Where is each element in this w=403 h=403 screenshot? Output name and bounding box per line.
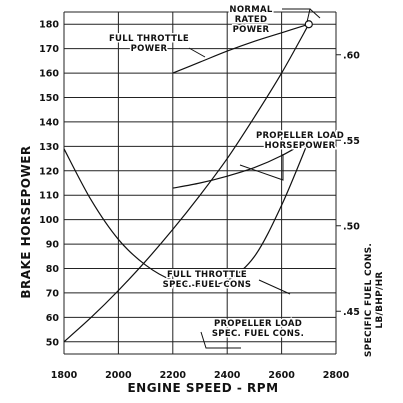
y-tick-label: 130 (39, 142, 59, 153)
propeller-load-sfc-leader (200, 331, 241, 349)
rated-power-marker (304, 20, 313, 29)
full-throttle-sfc-label: SPEC. FUEL CONS (163, 280, 252, 290)
x-tick-label: 2600 (268, 370, 295, 381)
y-tick-label: 60 (46, 313, 60, 324)
y-tick-label: 80 (46, 264, 60, 275)
y2-axis-title-line2: LB/BHP/HR (375, 271, 385, 328)
annotation-leaders (188, 8, 321, 349)
y-tick-label: 120 (39, 166, 59, 177)
propeller-load-hp-label: HORSEPOWER (265, 141, 336, 151)
y-tick-label: 160 (39, 69, 59, 80)
full-throttle-power-label: POWER (131, 44, 168, 54)
y-tick-label: 110 (39, 191, 59, 202)
x-axis-title: ENGINE SPEED - RPM (127, 381, 278, 395)
full-throttle-sfc-line (172, 139, 310, 189)
propeller-load-sfc-line (63, 140, 310, 287)
y-tick-label: 50 (46, 337, 60, 348)
x-tick-label: 2000 (105, 370, 132, 381)
y2-axis-title: SPECIFIC FUEL CONS. LB/BHP/HR (364, 243, 385, 357)
y-tick-label: 90 (46, 240, 60, 251)
propeller-load-horsepower-line (63, 23, 310, 343)
tick-labels: 1800 2000 2200 2400 2600 2800 50 60 70 80 90 100 110… (39, 20, 360, 381)
curves (63, 20, 313, 343)
full-throttle-sfc-leader (258, 279, 291, 295)
propeller-load-sfc-label: SPEC. FUEL CONS. (212, 329, 304, 339)
y-tick-label: 180 (39, 20, 59, 31)
y2-tick-label: .45 (343, 307, 360, 318)
full-throttle-power-line (172, 23, 309, 74)
y2-axis-title-line1: SPECIFIC FUEL CONS. (364, 243, 374, 357)
y-tick-label: 170 (39, 44, 59, 55)
y-axis-title: BRAKE HORSEPOWER (19, 145, 33, 298)
x-tick-label: 2400 (214, 370, 241, 381)
y-tick-label: 140 (39, 117, 59, 128)
full-throttle-sfc-label: FULL THROTTLE (167, 270, 247, 280)
x-tick-label: 2200 (160, 370, 187, 381)
normal-rated-power-label: NORMAL (229, 5, 272, 15)
y2-tick-label: .55 (343, 136, 360, 147)
x-tick-label: 1800 (51, 370, 78, 381)
y-tick-label: 70 (46, 288, 60, 299)
y2-tick-label: .60 (343, 50, 360, 61)
rated-power-leader-a (282, 8, 311, 23)
propeller-load-sfc-label: PROPELLER LOAD (214, 319, 302, 329)
propeller-load-hp-label: PROPELLER LOAD (256, 131, 344, 141)
normal-rated-power-label: POWER (233, 25, 270, 35)
full-throttle-power-label: FULL THROTTLE (109, 34, 189, 44)
normal-rated-power-label: RATED (235, 15, 268, 25)
y-tick-label: 100 (39, 215, 59, 226)
propeller-load-hp-leader (239, 154, 284, 181)
x-tick-label: 2800 (323, 370, 350, 381)
y-tick-label: 150 (39, 93, 59, 104)
y2-tick-label: .50 (343, 221, 360, 232)
full-throttle-power-leader (188, 47, 206, 58)
rated-power-leader-b (309, 8, 321, 19)
